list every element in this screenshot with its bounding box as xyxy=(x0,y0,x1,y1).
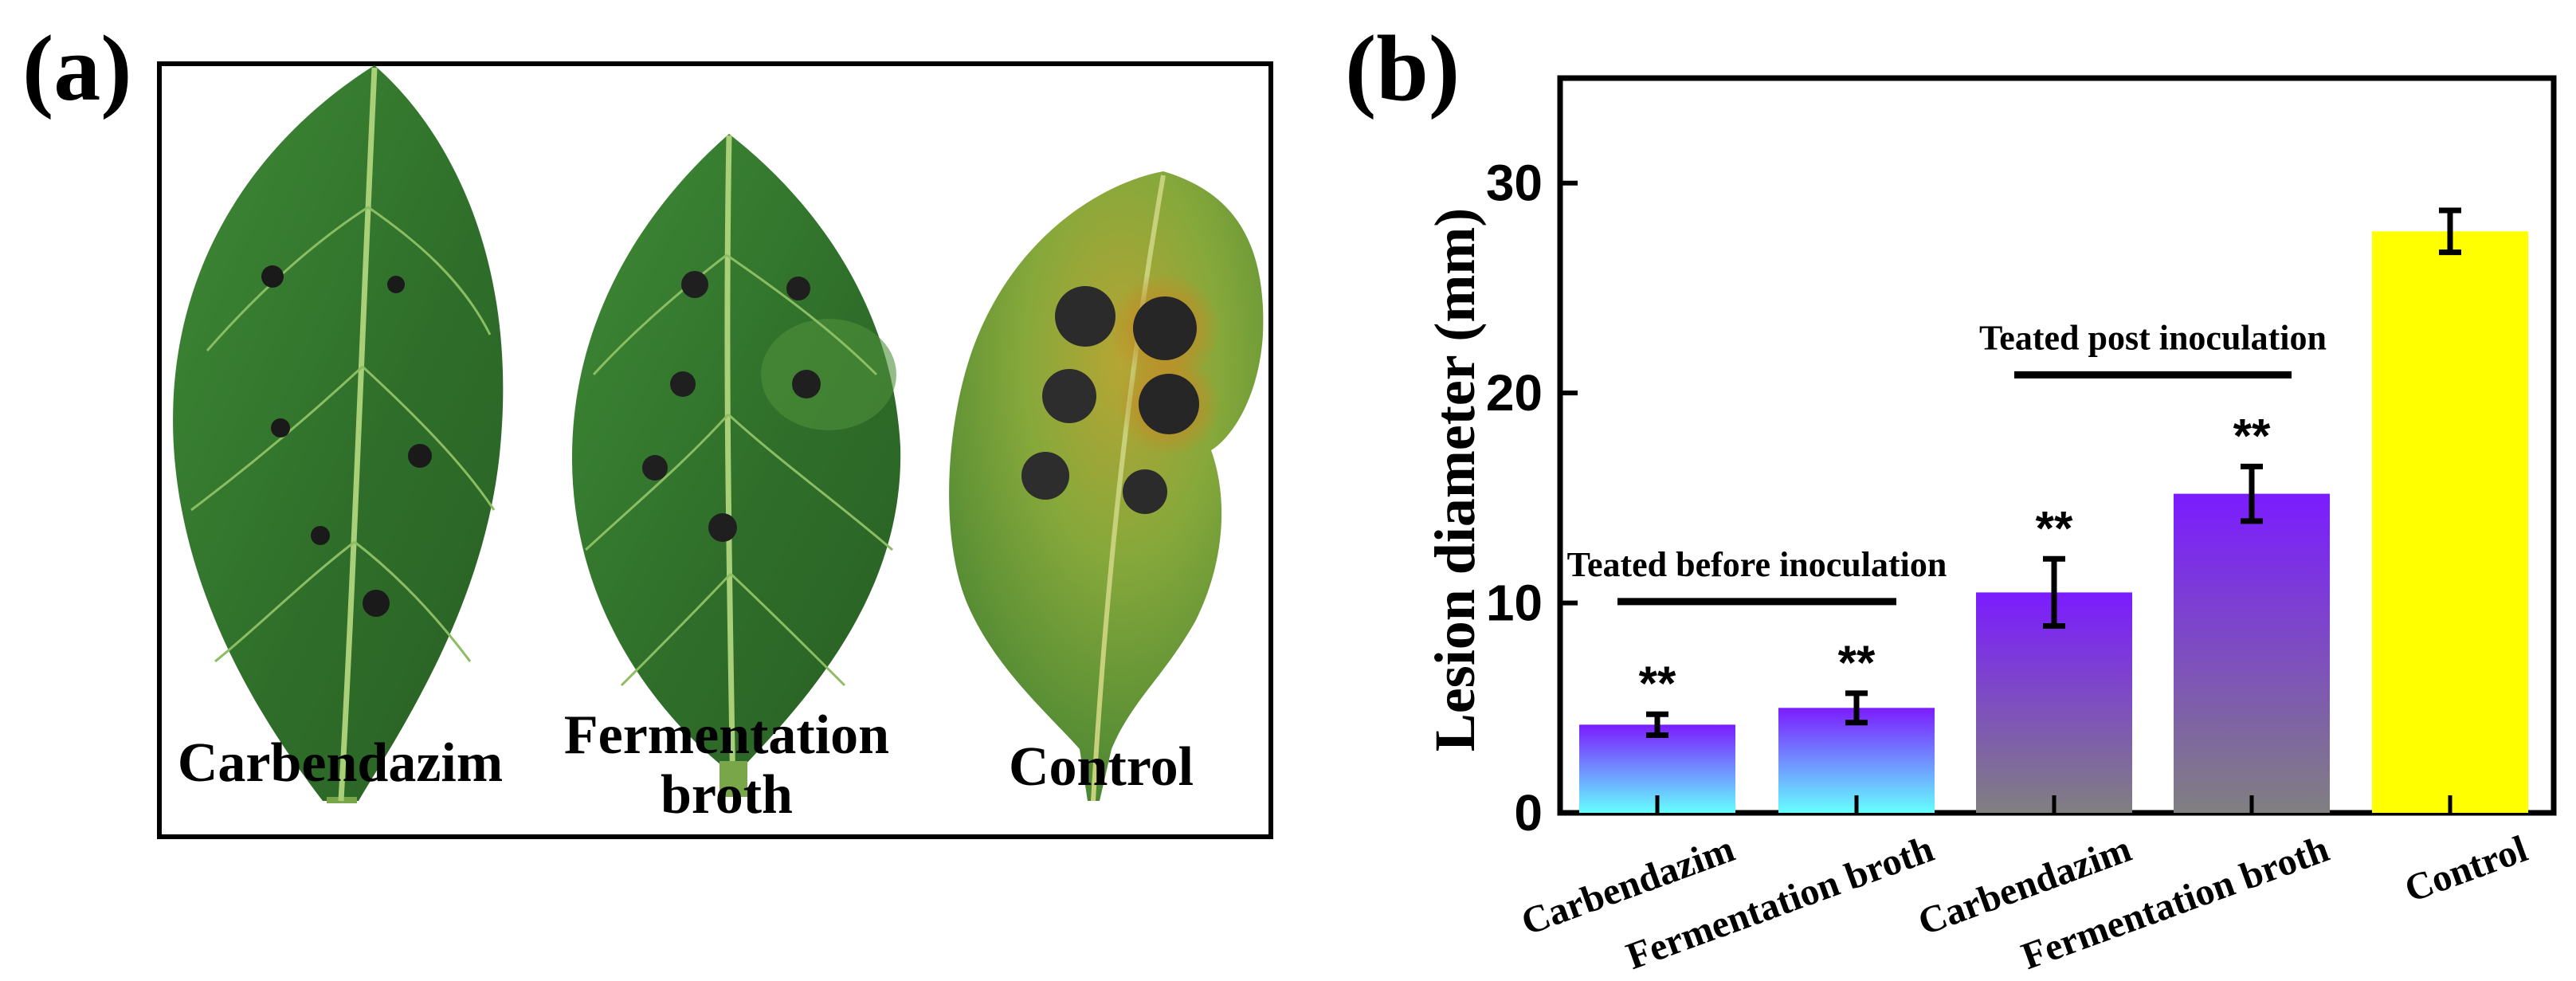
leaf-blade xyxy=(571,134,901,765)
leaf-veins xyxy=(584,253,893,687)
significance-marker: ** xyxy=(2233,409,2271,462)
label-carbendazim: Carbendazim xyxy=(178,732,503,794)
leaf-control xyxy=(949,171,1264,802)
leaf-midrib xyxy=(338,67,378,802)
significance-marker: ** xyxy=(1639,657,1676,710)
y-tick-label: 30 xyxy=(1486,155,1543,212)
y-tick-label: 10 xyxy=(1486,575,1543,632)
panel-a-label: (a) xyxy=(22,16,132,120)
label-fermentation-line2: broth xyxy=(661,764,793,826)
bar xyxy=(1976,592,2132,813)
panel-a: (a) xyxy=(22,16,1273,839)
x-category-label: Control xyxy=(2399,828,2533,911)
panel-b-label: (b) xyxy=(1345,16,1460,120)
label-fermentation-line1: Fermentation xyxy=(564,704,889,766)
leaf-petiole xyxy=(719,761,747,797)
y-tick-label: 0 xyxy=(1514,784,1543,842)
leaf-carbendazim xyxy=(173,65,504,803)
lesion-spots xyxy=(261,265,432,617)
lesion-spots xyxy=(1021,273,1221,514)
group-label: Teated before inoculation xyxy=(1567,545,1947,584)
bar xyxy=(2372,231,2528,813)
label-control: Control xyxy=(1009,736,1194,798)
bar xyxy=(2174,493,2330,813)
y-axis-label: Lesion diameter (mm) xyxy=(1423,208,1487,752)
y-tick-label: 20 xyxy=(1486,364,1543,422)
group-label: Teated post inoculation xyxy=(1979,318,2327,357)
leaf-fermentation-broth xyxy=(571,134,901,798)
leaf-discoloration xyxy=(761,319,896,430)
panel-b: (b) Lesion diameter (mm) 0102030**Carben… xyxy=(1345,16,2557,978)
leaf-veins xyxy=(190,206,496,663)
leaf-midrib xyxy=(724,135,736,798)
leaf-midrib xyxy=(1091,175,1166,802)
significance-marker: ** xyxy=(1838,636,1876,689)
lesion-spots xyxy=(642,271,821,542)
significance-marker: ** xyxy=(2036,501,2073,555)
